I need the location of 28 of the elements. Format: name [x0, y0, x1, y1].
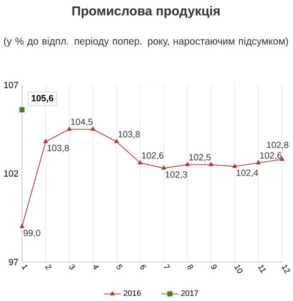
point: [162, 166, 166, 170]
y-tick-label: 97: [8, 258, 18, 266]
point: [208, 162, 214, 166]
data-label: 103,8: [48, 144, 69, 152]
data-label: 102,3: [166, 171, 188, 179]
data-label: 102,8: [267, 142, 288, 150]
point: [66, 126, 72, 131]
chart-title: Промислова продукція: [72, 6, 220, 18]
point: [138, 160, 142, 164]
data-label: 102,5: [189, 154, 211, 162]
data-label: 103,8: [118, 131, 140, 138]
point: [232, 164, 238, 168]
point: [185, 162, 190, 166]
point: [43, 139, 48, 144]
y-tick-label: 107: [4, 82, 18, 88]
point: [90, 126, 96, 131]
data-label: 99,0: [24, 230, 40, 238]
chart-subtitle: (у % до відпл. періоду попер. року, наростаючим підсумком): [4, 37, 288, 47]
data-label: 102,6: [142, 152, 164, 160]
y-tick-label: 102: [4, 170, 18, 177]
point: [114, 139, 119, 144]
point: [20, 224, 24, 228]
data-label: 102,6: [260, 152, 282, 160]
point: [19, 107, 25, 112]
data-label: 104,5: [71, 118, 93, 126]
point: [256, 160, 261, 164]
data-label: 105,6: [32, 94, 54, 103]
data-label: 102,4: [236, 170, 258, 178]
